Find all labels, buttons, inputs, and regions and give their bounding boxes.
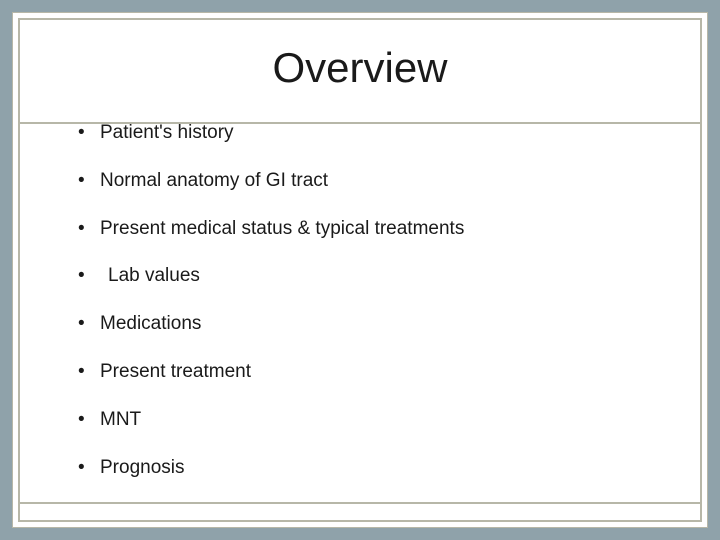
bullet-item: Medications — [78, 313, 670, 336]
bullet-item: Lab values — [78, 265, 670, 288]
bullet-item: Present medical status & typical treatme… — [78, 218, 670, 241]
slide-outer-frame: Overview Patient's history Normal anatom… — [12, 12, 708, 528]
bullet-item: Prognosis — [78, 457, 670, 480]
bullet-list: Patient's history Normal anatomy of GI t… — [50, 122, 670, 479]
bullet-item: Normal anatomy of GI tract — [78, 170, 670, 193]
slide-inner-frame: Overview Patient's history Normal anatom… — [18, 18, 702, 522]
bullet-item: Patient's history — [78, 122, 670, 145]
divider-bottom — [20, 502, 700, 504]
bullet-item: Present treatment — [78, 361, 670, 384]
slide-title: Overview — [50, 44, 670, 92]
bullet-item: MNT — [78, 409, 670, 432]
